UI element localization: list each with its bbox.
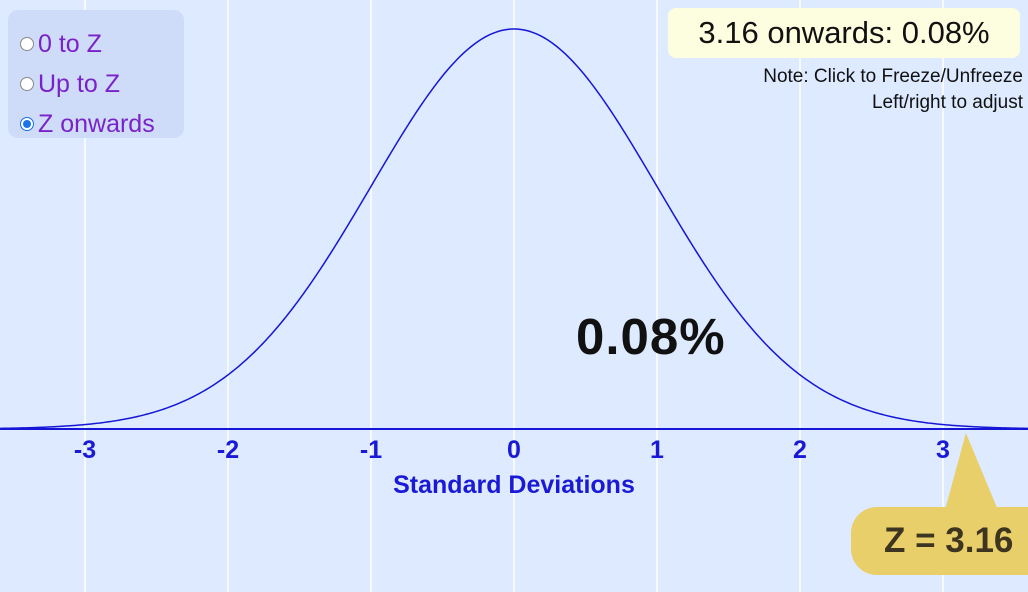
z-value-badge[interactable]: Z = 3.16 bbox=[851, 507, 1028, 575]
mode-option-z-onwards[interactable]: Z onwards bbox=[20, 108, 155, 140]
x-tick-label: -1 bbox=[360, 436, 382, 464]
x-tick-label: 0 bbox=[507, 436, 521, 464]
x-tick-label: -2 bbox=[217, 436, 239, 464]
radio-up-to-z[interactable] bbox=[20, 77, 34, 91]
z-pointer[interactable] bbox=[939, 433, 1006, 529]
radio-z-onwards[interactable] bbox=[20, 117, 34, 131]
mode-label-0-to-z: 0 to Z bbox=[38, 29, 102, 58]
vertical-gridlines bbox=[84, 0, 944, 592]
x-tick-label: 3 bbox=[936, 436, 950, 464]
mode-option-up-to-z[interactable]: Up to Z bbox=[20, 68, 120, 100]
mode-option-0-to-z[interactable]: 0 to Z bbox=[20, 28, 102, 60]
note-line-adjust: Left/right to adjust bbox=[871, 92, 1023, 113]
x-tick-label: -3 bbox=[74, 436, 96, 464]
note-line-freeze: Note: Click to Freeze/Unfreeze bbox=[763, 66, 1023, 87]
mode-label-up-to-z: Up to Z bbox=[38, 69, 120, 98]
x-tick-labels: -3 -2 -1 0 1 2 3 bbox=[74, 436, 950, 464]
instructions-note: Note: Click to Freeze/Unfreeze Left/righ… bbox=[763, 64, 1023, 116]
x-axis-title: Standard Deviations bbox=[393, 471, 635, 499]
result-display: 3.16 onwards: 0.08% bbox=[668, 8, 1020, 58]
x-tick-label: 2 bbox=[793, 436, 807, 464]
mode-selector: 0 to Z Up to Z Z onwards bbox=[8, 10, 184, 138]
area-percentage-label: 0.08% bbox=[576, 308, 726, 365]
x-tick-label: 1 bbox=[650, 436, 664, 464]
radio-0-to-z[interactable] bbox=[20, 37, 34, 51]
normal-curve bbox=[0, 28, 1028, 430]
mode-label-z-onwards: Z onwards bbox=[38, 109, 155, 138]
